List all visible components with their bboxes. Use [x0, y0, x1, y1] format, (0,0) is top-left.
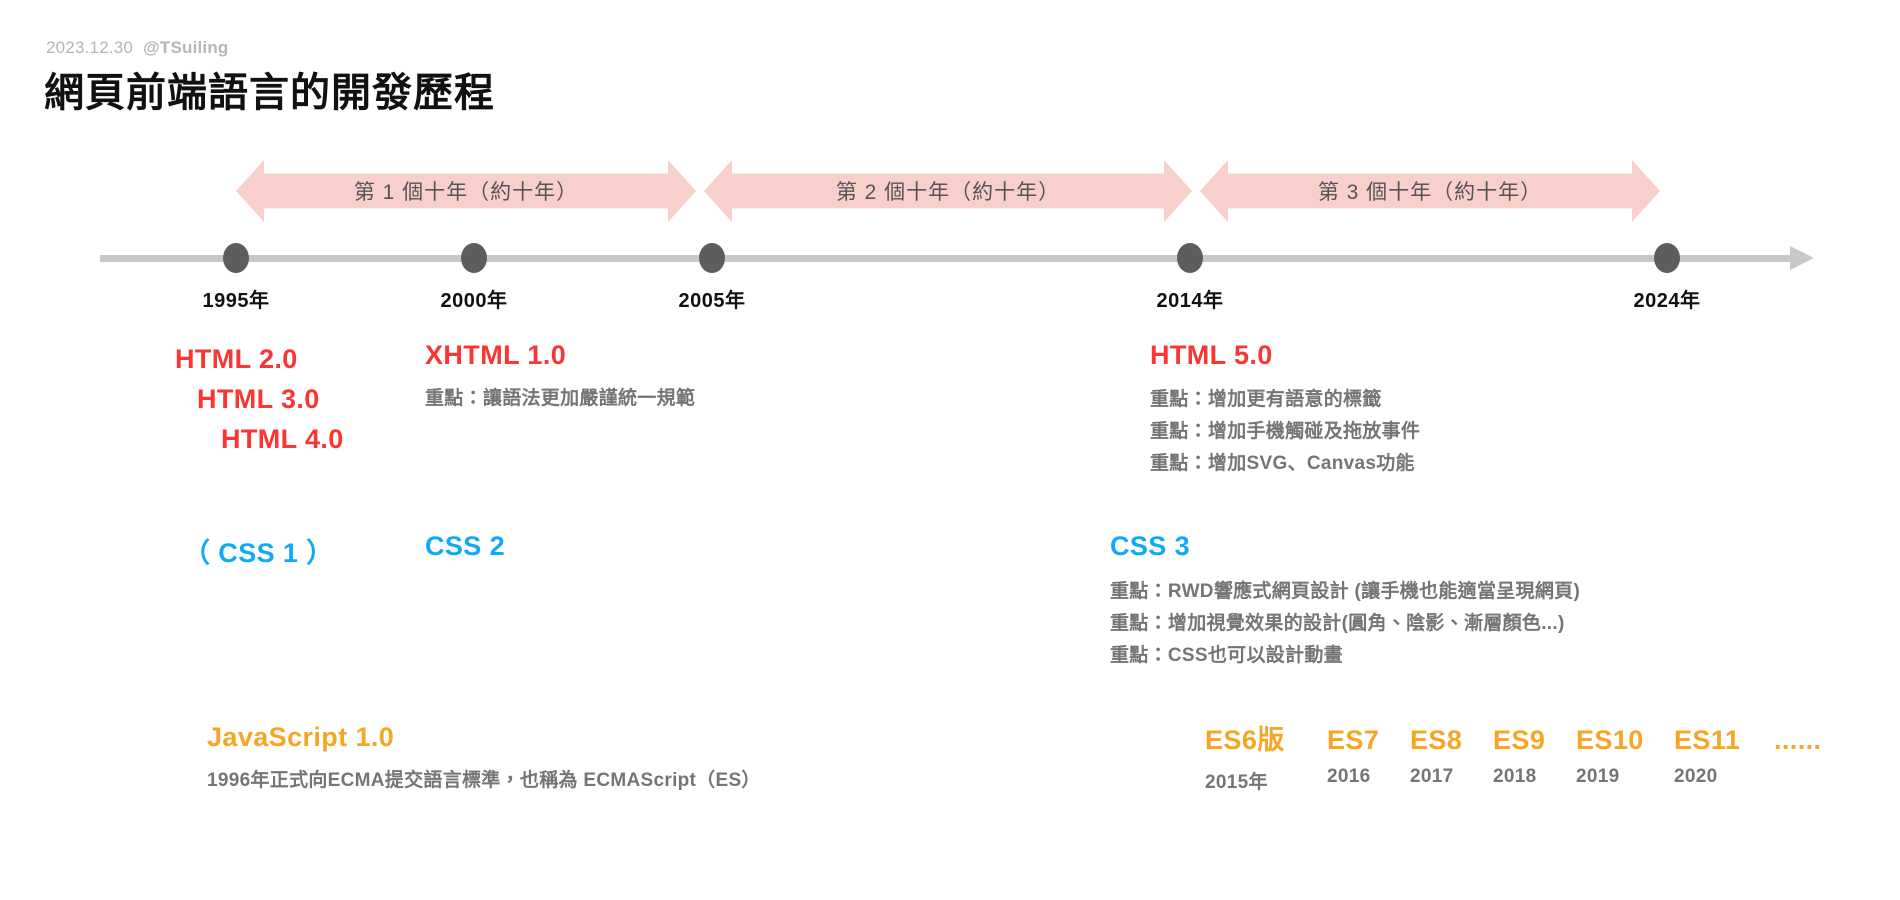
- decade-arrow-2-label: 第 2 個十年（約十年）: [835, 181, 1061, 204]
- css3-block: CSS 3 重點：RWD響應式網頁設計 (讓手機也能適當呈現網頁) 重點：增加視…: [1110, 531, 1580, 672]
- ecmascript-versions-row: ES6版 2015年 ES7 2016 ES8 2017 ES9 2018 ES…: [1205, 718, 1821, 794]
- timeline-line: [100, 255, 1800, 262]
- css3-notes: 重點：RWD響應式網頁設計 (讓手機也能適當呈現網頁) 重點：增加視覺效果的設計…: [1110, 576, 1580, 672]
- ecmascript-item: ES10 2019: [1576, 725, 1674, 788]
- css2-block: CSS 2: [425, 531, 505, 562]
- javascript-title: JavaScript 1.0: [207, 722, 395, 752]
- timeline-arrowhead-icon: [1790, 246, 1814, 270]
- timeline-dot-icon: [699, 243, 725, 273]
- ecmascript-item: ES11 2020: [1674, 725, 1774, 788]
- ecmascript-year: 2017: [1410, 766, 1454, 787]
- css2-title: CSS 2: [425, 531, 506, 561]
- xhtml-title: XHTML 1.0: [425, 340, 567, 370]
- decade-arrow-1: 第 1 個十年（約十年）: [236, 160, 696, 222]
- html5-note: 重點：增加手機觸碰及拖放事件: [1150, 420, 1421, 442]
- timeline-tick-label: 1995年: [202, 290, 270, 312]
- ecmascript-item: ES7 2016: [1327, 725, 1410, 788]
- javascript-note: 1996年正式向ECMA提交語言標準，也稱為 ECMAScript（ES）: [207, 770, 761, 791]
- html-version-label: HTML 2.0: [175, 344, 298, 374]
- xhtml-note: 重點：讓語法更加嚴謹統一規範: [425, 388, 696, 409]
- xhtml-block: XHTML 1.0 重點：讓語法更加嚴謹統一規範: [425, 340, 695, 415]
- timeline-tick-2000: 2000年: [404, 236, 544, 313]
- html5-notes: 重點：增加更有語意的標籤 重點：增加手機觸碰及拖放事件 重點：增加SVG、Can…: [1150, 384, 1420, 480]
- timeline-tick-label: 2024年: [1633, 290, 1701, 312]
- css1-title: （ CSS 1 ）: [183, 538, 334, 568]
- ecmascript-name: ......: [1774, 725, 1822, 755]
- ecmascript-year: 2016: [1327, 766, 1371, 787]
- ecmascript-name: ES11: [1674, 725, 1741, 755]
- ecmascript-year: 2015年: [1205, 772, 1268, 793]
- ecmascript-year: 2019: [1576, 766, 1620, 787]
- ecmascript-name: ES7: [1327, 725, 1380, 755]
- ecmascript-item: ES8 2017: [1410, 725, 1493, 788]
- ecmascript-name: ES6版: [1205, 725, 1285, 755]
- ecmascript-name: ES9: [1493, 725, 1546, 755]
- timeline-tick-label: 2000年: [440, 290, 508, 312]
- timeline-dot-icon: [461, 243, 487, 273]
- html5-note: 重點：增加SVG、Canvas功能: [1150, 452, 1415, 474]
- ecmascript-name: ES10: [1576, 725, 1644, 755]
- timeline-tick-2005: 2005年: [642, 236, 782, 313]
- timeline-dot-icon: [223, 243, 249, 273]
- timeline-axis: 1995年 2000年 2005年 2014年 2024年: [0, 236, 1900, 346]
- decade-arrow-2: 第 2 個十年（約十年）: [704, 160, 1192, 222]
- timeline-tick-2014: 2014年: [1120, 236, 1260, 313]
- ecmascript-item: ES9 2018: [1493, 725, 1576, 788]
- html-version-label: HTML 4.0: [221, 423, 344, 454]
- css3-title: CSS 3: [1110, 531, 1191, 561]
- timeline-tick-label: 2014年: [1156, 290, 1224, 312]
- ecmascript-item: ES6版 2015年: [1205, 718, 1327, 794]
- html-version-label: HTML 3.0: [197, 383, 320, 414]
- decade-arrow-1-label: 第 1 個十年（約十年）: [353, 181, 579, 204]
- decade-band: 第 1 個十年（約十年） 第 2 個十年（約十年） 第 3 個十年（約十年）: [0, 160, 1900, 222]
- html-early-versions-block: HTML 2.0 HTML 3.0 HTML 4.0: [175, 340, 344, 460]
- ecmascript-year: 2020: [1674, 766, 1718, 787]
- html5-block: HTML 5.0 重點：增加更有語意的標籤 重點：增加手機觸碰及拖放事件 重點：…: [1150, 340, 1420, 480]
- header-date: 2023.12.30: [46, 38, 134, 57]
- page-title: 網頁前端語言的開發歷程: [44, 71, 495, 115]
- css3-note: 重點：增加視覺效果的設計(圓角、陰影、漸層顏色...): [1110, 612, 1565, 634]
- timeline-dot-icon: [1654, 243, 1680, 273]
- decade-arrow-3: 第 3 個十年（約十年）: [1200, 160, 1660, 222]
- css3-note: 重點：CSS也可以設計動畫: [1110, 644, 1343, 666]
- ecmascript-item-more: ......: [1774, 725, 1821, 766]
- decade-arrow-3-label: 第 3 個十年（約十年）: [1317, 181, 1543, 204]
- html5-title: HTML 5.0: [1150, 340, 1273, 370]
- timeline-dot-icon: [1177, 243, 1203, 273]
- ecmascript-name: ES8: [1410, 725, 1463, 755]
- timeline-tick-label: 2005年: [678, 290, 746, 312]
- css1-block: （ CSS 1 ）: [183, 531, 334, 570]
- ecmascript-block: ES6版 2015年 ES7 2016 ES8 2017 ES9 2018 ES…: [1205, 718, 1821, 794]
- timeline-tick-1995: 1995年: [166, 236, 306, 313]
- css3-note: 重點：RWD響應式網頁設計 (讓手機也能適當呈現網頁): [1110, 581, 1581, 602]
- header-author: @TSuiling: [143, 38, 229, 57]
- header-meta: 2023.12.30 @TSuiling: [46, 38, 229, 58]
- timeline-tick-2024: 2024年: [1597, 236, 1737, 313]
- html5-note: 重點：增加更有語意的標籤: [1150, 389, 1382, 410]
- ecmascript-year: 2018: [1493, 766, 1537, 787]
- javascript-block: JavaScript 1.0 1996年正式向ECMA提交語言標準，也稱為 EC…: [207, 722, 761, 797]
